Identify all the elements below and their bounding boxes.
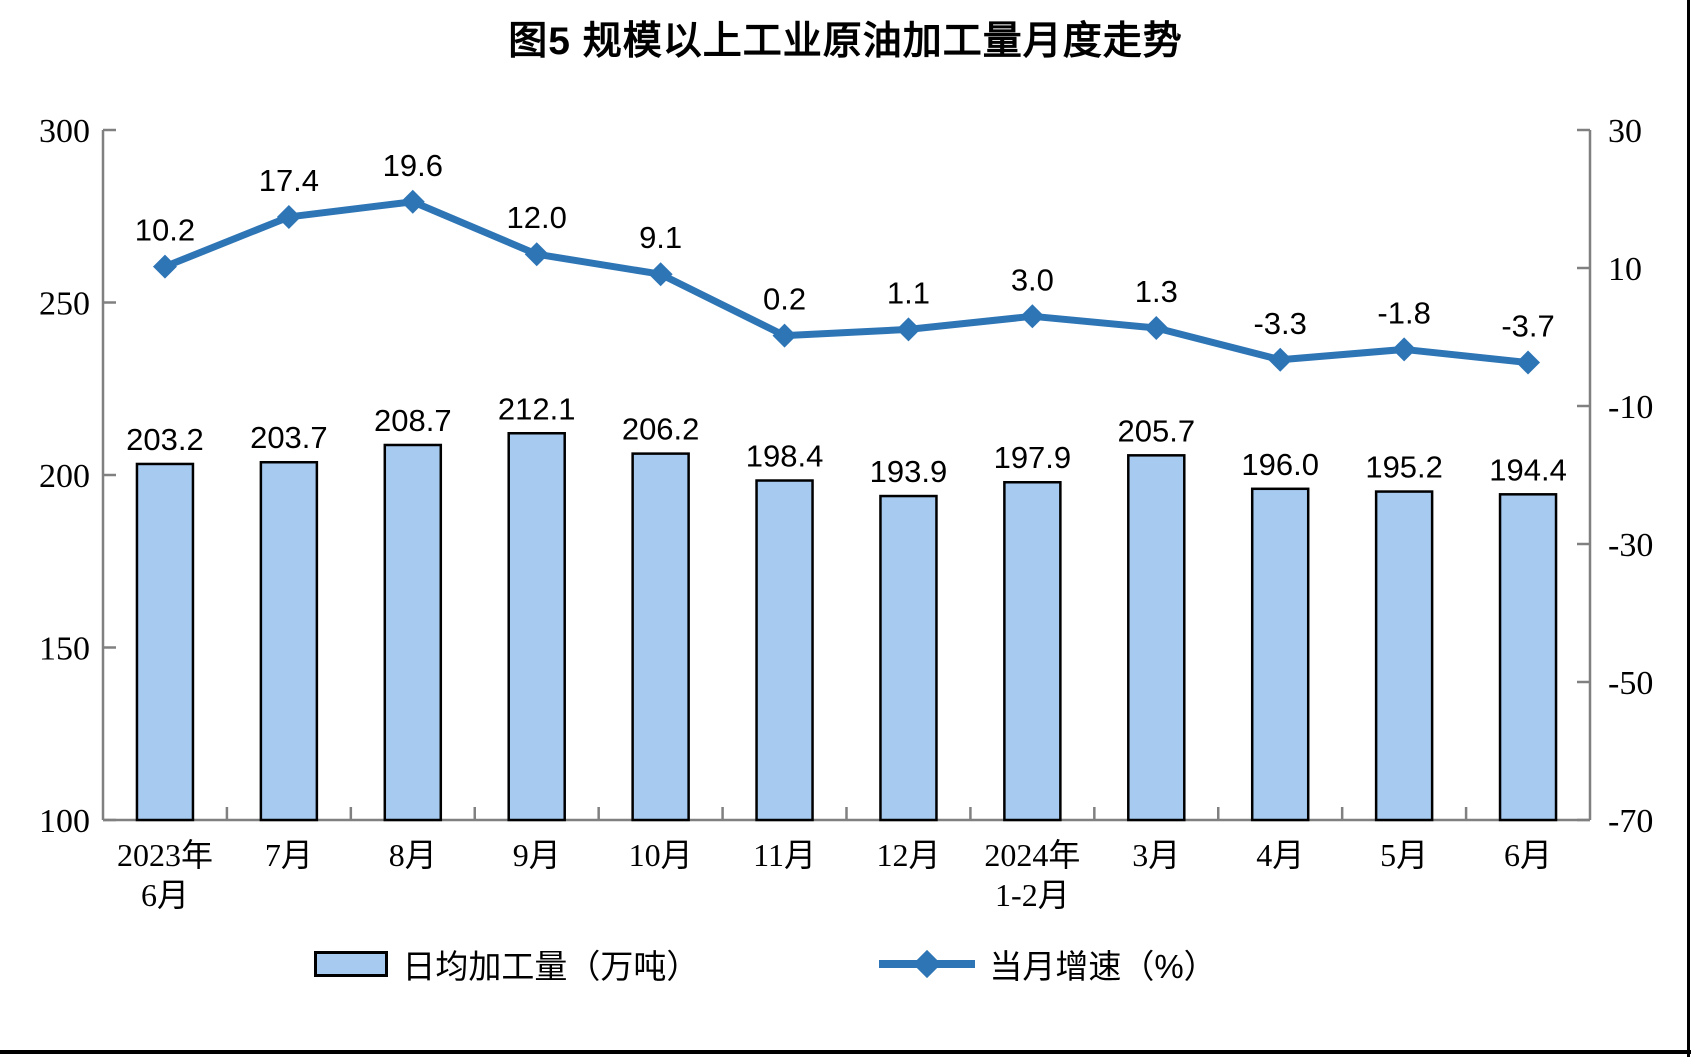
category-label: 5月: [1380, 837, 1428, 873]
category-label: 6月: [1504, 837, 1552, 873]
diamond-marker-icon: [648, 262, 673, 287]
line-value-label: 17.4: [259, 163, 319, 198]
left-tick-label: 250: [39, 286, 90, 323]
diamond-marker-icon: [772, 323, 797, 348]
bar: [135, 462, 195, 822]
line-value-label: 9.1: [639, 220, 682, 255]
right-tick-label: -30: [1608, 527, 1653, 564]
diamond-marker-icon: [1020, 304, 1045, 329]
line-value-label: -3.3: [1253, 306, 1306, 341]
line-value-label: 3.0: [1011, 262, 1054, 297]
bar: [1127, 454, 1186, 822]
category-label: 10月: [629, 837, 693, 873]
right-tick-label: -50: [1608, 665, 1653, 702]
right-tick-label: -70: [1608, 803, 1653, 840]
category-sublabel: 6月: [141, 877, 189, 913]
line-value-label: 0.2: [763, 282, 806, 317]
bar-value-label: 198.4: [746, 439, 824, 474]
bar: [631, 452, 690, 822]
bar-value-label: 195.2: [1365, 450, 1443, 485]
right-tick-label: -10: [1608, 389, 1653, 426]
growth-line: [161, 198, 1532, 367]
diamond-marker-icon: [1516, 350, 1541, 375]
image-border-right: [1687, 0, 1690, 1057]
bar: [259, 460, 319, 822]
bar-value-label: 196.0: [1241, 447, 1319, 482]
line-value-label: -3.7: [1501, 309, 1554, 344]
bar: [1374, 490, 1434, 822]
bar-value-label: 203.2: [126, 422, 204, 457]
bar: [755, 479, 814, 822]
bar: [1250, 487, 1310, 822]
bar: [383, 443, 443, 822]
category-sublabel: 1-2月: [995, 877, 1070, 913]
category-label: 4月: [1256, 837, 1304, 873]
category-label: 3月: [1132, 837, 1180, 873]
line-value-label: -1.8: [1377, 295, 1430, 330]
image-border-bottom: [0, 1050, 1691, 1054]
line-value-label: 1.3: [1135, 274, 1178, 309]
bar-value-label: 208.7: [374, 403, 452, 438]
line-series-swatch-icon: [879, 949, 976, 979]
diamond-marker-icon: [1144, 316, 1169, 341]
category-label: 2023年: [117, 837, 213, 873]
bar-value-label: 212.1: [498, 391, 576, 426]
diamond-marker-icon: [896, 317, 921, 342]
category-label: 11月: [753, 837, 816, 873]
category-label: 9月: [513, 837, 561, 873]
diamond-marker-icon: [400, 189, 425, 214]
left-tick-label: 150: [39, 631, 90, 668]
chart-title: 图5 规模以上工业原油加工量月度走势: [508, 20, 1183, 63]
line-value-label: 1.1: [887, 275, 930, 310]
bar-value-label: 206.2: [622, 412, 700, 447]
bar: [1498, 493, 1558, 822]
line-value-label: 10.2: [135, 213, 195, 248]
category-label: 2024年: [984, 837, 1080, 873]
bar-value-label: 194.4: [1489, 452, 1567, 487]
chart-legend: 日均加工量（万吨） 当月增速（%）: [0, 940, 1611, 988]
diamond-marker-icon: [276, 204, 301, 229]
legend-item-line: 当月增速（%）: [879, 940, 1217, 988]
bar: [879, 494, 938, 822]
left-tick-label: 300: [39, 113, 90, 150]
legend-line-label: 当月增速（%）: [989, 948, 1217, 985]
right-tick-label: 10: [1608, 251, 1642, 288]
bar-value-label: 203.7: [250, 420, 328, 455]
bar-series-swatch-icon: [314, 951, 389, 977]
category-label: 12月: [876, 837, 940, 873]
left-tick-label: 200: [39, 458, 90, 495]
category-label: 8月: [389, 837, 437, 873]
diamond-marker-icon: [1268, 347, 1293, 372]
diamond-marker-icon: [152, 254, 177, 279]
bar-value-label: 205.7: [1118, 413, 1196, 448]
diamond-marker-icon: [1392, 337, 1417, 362]
category-label: 7月: [265, 837, 313, 873]
right-tick-label: 30: [1608, 113, 1642, 150]
bar-value-label: 193.9: [870, 454, 948, 489]
legend-item-bar: 日均加工量（万吨）: [314, 940, 699, 988]
left-tick-label: 100: [39, 803, 90, 840]
bar-value-label: 197.9: [994, 440, 1072, 475]
diamond-marker-icon: [524, 242, 549, 267]
line-value-label: 12.0: [507, 200, 567, 235]
diamond-marker-icon: [913, 949, 942, 979]
bar: [507, 432, 566, 822]
bar: [1003, 480, 1062, 822]
legend-bar-label: 日均加工量（万吨）: [402, 948, 700, 985]
line-value-label: 19.6: [383, 148, 443, 183]
